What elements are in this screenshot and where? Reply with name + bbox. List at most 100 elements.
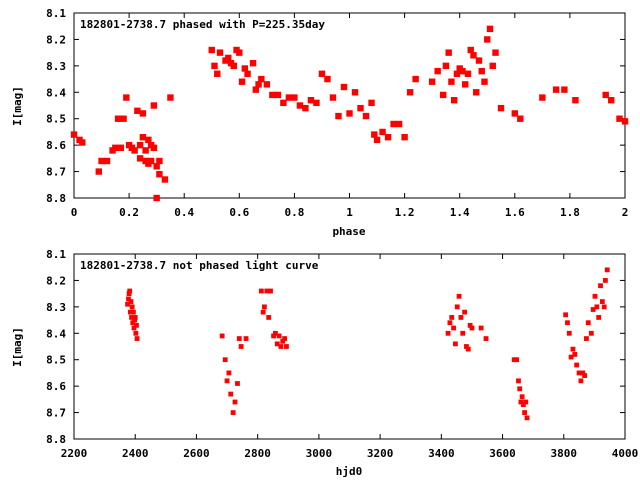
data-point bbox=[230, 410, 236, 415]
data-point bbox=[167, 94, 174, 101]
data-point bbox=[406, 89, 414, 96]
data-point bbox=[241, 65, 249, 72]
data-point bbox=[335, 112, 342, 120]
data-point bbox=[127, 309, 133, 315]
y-tick-label: 8.7 bbox=[46, 166, 66, 179]
data-point bbox=[574, 362, 580, 368]
data-point bbox=[127, 288, 133, 294]
data-point bbox=[453, 70, 461, 77]
data-point bbox=[128, 299, 134, 304]
data-point bbox=[226, 370, 232, 376]
data-point bbox=[126, 291, 132, 297]
data-point bbox=[439, 91, 447, 99]
data-point bbox=[604, 267, 610, 273]
x-tick-label: 1.2 bbox=[395, 206, 415, 219]
data-point bbox=[214, 70, 221, 77]
data-point bbox=[258, 288, 264, 294]
data-point bbox=[103, 157, 111, 165]
data-point bbox=[460, 330, 466, 336]
data-point bbox=[454, 304, 460, 310]
data-point bbox=[475, 57, 483, 64]
y-tick-label: 8.1 bbox=[46, 7, 66, 20]
data-point bbox=[511, 110, 518, 117]
data-point bbox=[519, 394, 525, 400]
x-axis-label: phase bbox=[332, 225, 365, 238]
y-tick-label: 8.3 bbox=[46, 301, 66, 314]
data-point bbox=[134, 336, 140, 341]
data-point bbox=[478, 67, 485, 75]
data-point bbox=[228, 391, 234, 397]
data-point bbox=[132, 315, 138, 320]
data-point bbox=[520, 402, 526, 408]
data-point bbox=[129, 304, 135, 310]
x-tick-label: 0 bbox=[71, 206, 78, 219]
data-point bbox=[449, 315, 455, 320]
y-tick-label: 8.8 bbox=[46, 192, 66, 205]
data-point bbox=[481, 78, 488, 85]
data-point bbox=[236, 336, 242, 341]
data-point bbox=[249, 60, 257, 67]
data-point bbox=[518, 399, 524, 405]
x-tick-label: 2800 bbox=[244, 447, 271, 460]
data-point bbox=[274, 91, 282, 99]
data-point bbox=[139, 110, 147, 117]
unphased-light-curve-panel: 2200 2400 2600 2800 3000 3200 3400 3600 3800 4000… bbox=[11, 248, 638, 478]
data-point bbox=[603, 278, 608, 283]
data-point bbox=[478, 325, 484, 331]
data-point bbox=[459, 67, 466, 75]
data-point bbox=[462, 309, 467, 315]
data-point bbox=[598, 283, 603, 289]
data-point bbox=[447, 320, 453, 326]
data-point bbox=[565, 320, 570, 326]
data-point bbox=[539, 94, 546, 101]
data-point bbox=[262, 304, 267, 310]
data-point bbox=[276, 333, 282, 339]
data-point bbox=[462, 81, 469, 88]
data-point bbox=[566, 330, 572, 336]
data-point bbox=[238, 344, 244, 349]
data-point bbox=[269, 91, 276, 99]
x-tick-labels: 0 0.2 0.4 0.6 0.8 1 1.2 1.4 1.6 1.8 2 bbox=[71, 206, 629, 219]
x-tick-label: 3400 bbox=[428, 447, 455, 460]
data-point bbox=[340, 83, 348, 91]
y-tick-label: 8.2 bbox=[46, 274, 66, 287]
data-point bbox=[596, 315, 602, 320]
data-point bbox=[464, 344, 469, 349]
data-point bbox=[235, 381, 240, 386]
data-point bbox=[79, 139, 86, 146]
x-tick-label: 4000 bbox=[612, 447, 639, 460]
x-tick-label: 2600 bbox=[183, 447, 210, 460]
data-point bbox=[225, 54, 232, 62]
data-point bbox=[371, 131, 378, 138]
y-tick-label: 8.7 bbox=[46, 407, 66, 420]
data-point bbox=[243, 336, 249, 341]
y-tick-label: 8.1 bbox=[46, 248, 66, 261]
data-point bbox=[584, 336, 589, 341]
data-point bbox=[285, 94, 293, 101]
data-point bbox=[271, 333, 276, 339]
data-point bbox=[126, 296, 131, 302]
data-point bbox=[307, 97, 315, 104]
data-point bbox=[578, 378, 584, 384]
data-point bbox=[616, 115, 623, 122]
y-tick-label: 8.5 bbox=[46, 354, 66, 367]
data-point bbox=[524, 415, 530, 421]
data-point bbox=[511, 357, 517, 363]
data-point bbox=[274, 341, 280, 347]
data-point bbox=[395, 120, 403, 128]
data-point bbox=[592, 293, 598, 299]
data-point bbox=[131, 147, 138, 154]
data-point bbox=[153, 163, 160, 170]
data-point bbox=[580, 370, 586, 376]
data-point bbox=[98, 157, 105, 165]
y-tick-label: 8.2 bbox=[46, 33, 66, 46]
y-axis-label: I[mag] bbox=[11, 327, 24, 367]
data-point bbox=[465, 346, 471, 352]
data-point bbox=[517, 115, 524, 122]
data-point bbox=[133, 330, 139, 336]
data-point bbox=[357, 104, 364, 112]
x-tick-label: 3000 bbox=[306, 447, 333, 460]
data-point bbox=[324, 75, 331, 83]
x-axis-label: hjd0 bbox=[336, 465, 363, 478]
data-point bbox=[268, 288, 273, 294]
